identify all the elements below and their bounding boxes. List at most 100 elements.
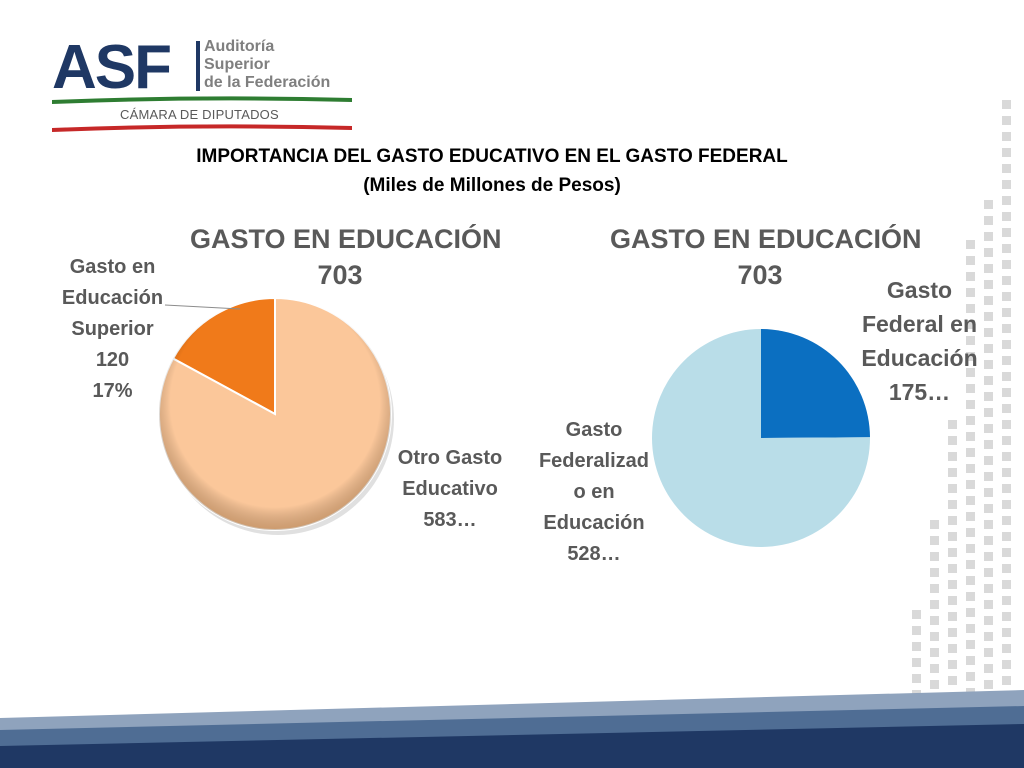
decorative-dot: [966, 384, 975, 393]
decorative-dot: [966, 672, 975, 681]
decorative-dot: [984, 360, 993, 369]
decorative-dot: [984, 504, 993, 513]
chart2-title: GASTO EN EDUCACIÓN 703: [610, 221, 922, 293]
decorative-dot: [966, 560, 975, 569]
decorative-dot: [1002, 532, 1011, 541]
decorative-dot: [1002, 388, 1011, 397]
decorative-dot: [1002, 612, 1011, 621]
chart1-bevel: [159, 298, 391, 530]
decorative-dot: [984, 408, 993, 417]
decorative-dot: [948, 420, 957, 429]
decorative-dot: [984, 424, 993, 433]
chart2-slice-0: [761, 329, 870, 438]
decorative-dot: [984, 472, 993, 481]
decorative-dot: [1002, 164, 1011, 173]
decorative-dot: [1002, 436, 1011, 445]
decorative-dot: [912, 674, 921, 683]
decorative-dot: [948, 628, 957, 637]
chart2-slice-1: [652, 329, 870, 547]
decorative-dot: [1002, 420, 1011, 429]
decorative-dot: [966, 464, 975, 473]
decorative-dot: [1002, 244, 1011, 253]
decorative-dot: [930, 520, 939, 529]
asf-logo: ASF Auditoría Superior de la Federación …: [50, 33, 360, 138]
decorative-dot: [1002, 324, 1011, 333]
slide-subtitle: (Miles de Millones de Pesos): [363, 175, 621, 196]
decorative-dot: [1002, 228, 1011, 237]
footer-band: [0, 690, 1024, 768]
decorative-dot: [984, 248, 993, 257]
decorative-dot: [984, 216, 993, 225]
chart2-label-federalizado: Gasto Federalizad o en Educación 528…: [528, 415, 660, 570]
decorative-dot: [930, 648, 939, 657]
decorative-dot: [984, 648, 993, 657]
decorative-dot: [1002, 180, 1011, 189]
decorative-dot: [1002, 132, 1011, 141]
decorative-dot: [984, 312, 993, 321]
decorative-dot: [966, 304, 975, 313]
decorative-dot: [984, 632, 993, 641]
decorative-dot: [1002, 548, 1011, 557]
decorative-dot: [1002, 116, 1011, 125]
decorative-dot: [1002, 516, 1011, 525]
decorative-dot: [948, 644, 957, 653]
chart1-label-superior: Gasto en Educación Superior 120 17%: [55, 252, 170, 407]
chart2-title-line: 703: [737, 260, 783, 290]
chart2-label-line: Federal en: [861, 311, 978, 337]
decorative-dot: [948, 660, 957, 669]
decorative-dot: [1002, 196, 1011, 205]
decorative-dot: [930, 536, 939, 545]
decorative-dot: [984, 456, 993, 465]
decorative-dot: [966, 480, 975, 489]
decorative-dot: [984, 664, 993, 673]
chart1-pie: [158, 296, 394, 535]
decorative-dot: [948, 532, 957, 541]
decorative-dot: [1002, 340, 1011, 349]
chart1-label-line: Gasto en: [69, 256, 156, 278]
decorative-dot: [1002, 452, 1011, 461]
chart1-label-line: Educativo: [402, 478, 498, 500]
decorative-dot: [966, 272, 975, 281]
decorative-dot: [984, 488, 993, 497]
decorative-dot: [1002, 404, 1011, 413]
decorative-dot: [984, 232, 993, 241]
decorative-dot: [984, 536, 993, 545]
chart1-label-line: Educación: [61, 287, 164, 309]
logo-name-line: Auditoría: [204, 38, 275, 55]
decorative-dot: [1002, 212, 1011, 221]
decorative-dot: [930, 616, 939, 625]
decorative-dot: [1002, 484, 1011, 493]
decorative-dot: [966, 592, 975, 601]
decorative-dot: [1002, 372, 1011, 381]
decorative-dot: [966, 368, 975, 377]
chart1-label-line: Superior: [71, 318, 154, 340]
decorative-dot: [984, 280, 993, 289]
decorative-dot: [930, 632, 939, 641]
decorative-dot: [1002, 500, 1011, 509]
decorative-dot: [1002, 660, 1011, 669]
chart2-label-line: 175…: [888, 379, 951, 405]
decorative-dot: [966, 432, 975, 441]
decorative-dot: [930, 552, 939, 561]
decorative-dot: [984, 200, 993, 209]
decorative-dot: [966, 512, 975, 521]
chart2-label-line: Educación: [861, 345, 978, 371]
logo-name: Auditoría Superior de la Federación: [204, 38, 330, 92]
decorative-dot: [966, 576, 975, 585]
decorative-dot: [984, 680, 993, 689]
chart1-title-line: 703: [317, 260, 363, 290]
chart1-title: GASTO EN EDUCACIÓN 703: [190, 221, 502, 293]
decorative-dot: [1002, 308, 1011, 317]
chart1-label-otro: Otro Gasto Educativo 583…: [385, 443, 515, 536]
decorative-dot: [948, 612, 957, 621]
decorative-dot: [1002, 580, 1011, 589]
decorative-dot: [1002, 676, 1011, 685]
decorative-dot: [948, 580, 957, 589]
chart1-label-line: 583…: [423, 509, 477, 531]
decorative-dot: [930, 600, 939, 609]
logo-stripes: [52, 96, 352, 132]
chart1-label-line: Otro Gasto: [397, 447, 503, 469]
logo-name-line: Superior: [204, 56, 270, 73]
decorative-dot: [966, 496, 975, 505]
decorative-dot: [966, 656, 975, 665]
